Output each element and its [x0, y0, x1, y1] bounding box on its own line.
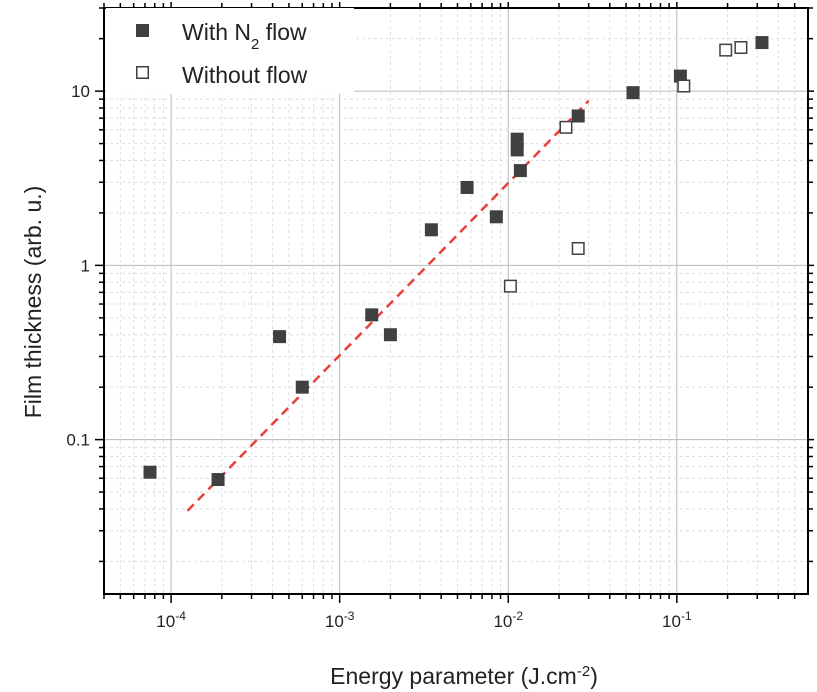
data-point-with-flow	[295, 380, 309, 394]
data-point-with-flow	[489, 210, 503, 224]
data-point-without-flow	[571, 241, 585, 255]
axes	[95, 2, 814, 603]
plot-area	[104, 8, 808, 594]
y-axis-title: Film thickness (arb. u.)	[20, 186, 46, 419]
data-point-with-flow	[510, 143, 524, 157]
data-point-with-flow	[273, 330, 287, 344]
x-tick-label: 10-3	[325, 609, 355, 631]
data-point-with-flow	[143, 465, 157, 479]
fit-line-layer	[186, 99, 590, 512]
grid	[103, 7, 808, 594]
x-axis-title: Energy parameter (J.cm-2)	[330, 663, 598, 690]
data-point-without-flow	[734, 41, 748, 55]
data-point-with-flow	[424, 223, 438, 237]
data-point-with-flow	[755, 36, 769, 50]
data-point-without-flow	[677, 79, 691, 93]
data-point-with-flow	[513, 164, 527, 178]
fit-line	[186, 99, 590, 512]
legend-label-without-flow: Without flow	[182, 62, 308, 88]
data-point-with-flow	[571, 109, 585, 123]
legend-marker-with-flow	[136, 24, 149, 37]
x-tick-label: 10-2	[493, 609, 523, 631]
y-tick-label: 1	[81, 256, 90, 275]
plot-frame	[103, 7, 809, 595]
data-point-with-flow	[211, 473, 225, 487]
legend-background	[106, 8, 354, 94]
data-point-with-flow	[673, 69, 687, 83]
x-tick-label: 10-4	[156, 609, 186, 631]
data-point-without-flow	[559, 120, 573, 134]
x-tick-label: 10-1	[662, 609, 692, 631]
legend-label-with-flow: With N2 flow	[182, 19, 307, 53]
data-points	[143, 36, 769, 487]
data-point-with-flow	[510, 132, 524, 146]
tick-labels: 10-4 10-3 10-2 10-1 0.1 1 10	[66, 82, 692, 631]
data-point-without-flow	[719, 43, 733, 57]
y-tick-label: 10	[71, 82, 90, 101]
data-point-with-flow	[626, 86, 640, 100]
data-point-with-flow	[365, 308, 379, 322]
legend-marker-without-flow	[136, 66, 149, 79]
data-point-without-flow	[503, 279, 517, 293]
legend: With N2 flow Without flow	[106, 8, 354, 94]
y-tick-label: 0.1	[66, 431, 90, 450]
data-point-with-flow	[383, 328, 397, 342]
data-point-with-flow	[460, 180, 474, 194]
